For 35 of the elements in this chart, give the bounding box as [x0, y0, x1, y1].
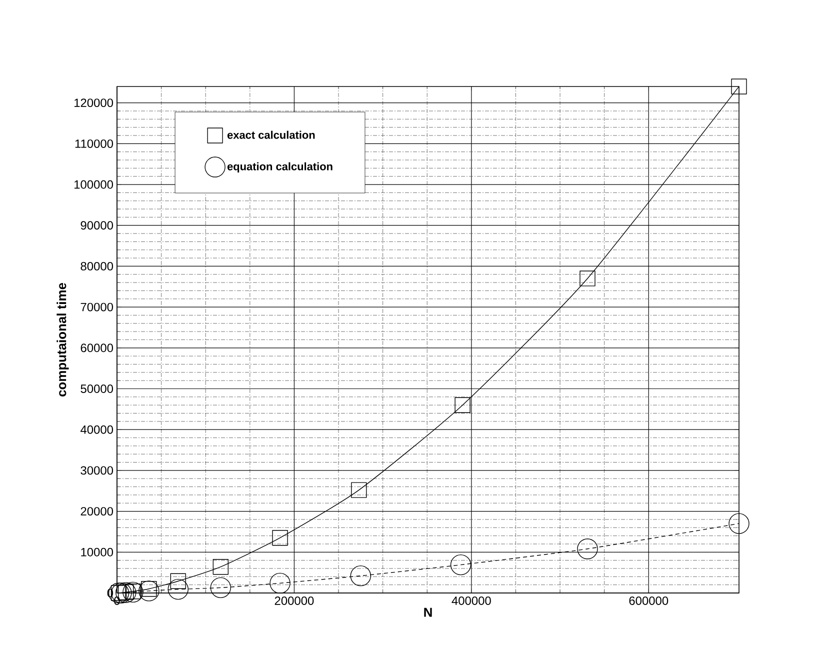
point [731, 78, 747, 94]
y-tick-label: 100000 [74, 180, 114, 189]
y-tick-label: 120000 [74, 98, 114, 108]
point [580, 270, 596, 286]
y-tick-label: 50000 [80, 384, 114, 393]
point [454, 397, 470, 413]
y-tick-label: 70000 [80, 302, 114, 312]
y-tick-label: 10000 [81, 548, 114, 556]
y-tick-label: 80000 [80, 262, 114, 270]
point [122, 582, 144, 603]
point [168, 578, 188, 600]
point [138, 580, 160, 602]
legend-label: equation calculation [227, 162, 332, 172]
point [272, 530, 288, 546]
point [212, 558, 229, 575]
point [350, 565, 372, 586]
y-axis-title: computaional time [56, 282, 69, 396]
x-axis-title: N [424, 608, 432, 617]
y-tick-label: 110000 [75, 139, 114, 148]
point [210, 577, 232, 598]
x-tick-label: 400000 [452, 596, 491, 605]
x-tick-label: 200000 [274, 596, 314, 605]
legend-label: exact calculation [227, 130, 315, 139]
point [351, 482, 367, 498]
y-tick-label: 30000 [80, 466, 114, 475]
point [728, 513, 750, 534]
x-tick-label: 600000 [629, 596, 668, 605]
y-tick-label: 90000 [80, 221, 114, 230]
y-tick-label: 40000 [80, 425, 114, 434]
point [577, 538, 598, 560]
y-tick-label: 60000 [80, 344, 114, 352]
point [170, 573, 186, 589]
point [450, 554, 472, 576]
y-tick-label: 20000 [80, 507, 114, 516]
point [270, 572, 290, 594]
